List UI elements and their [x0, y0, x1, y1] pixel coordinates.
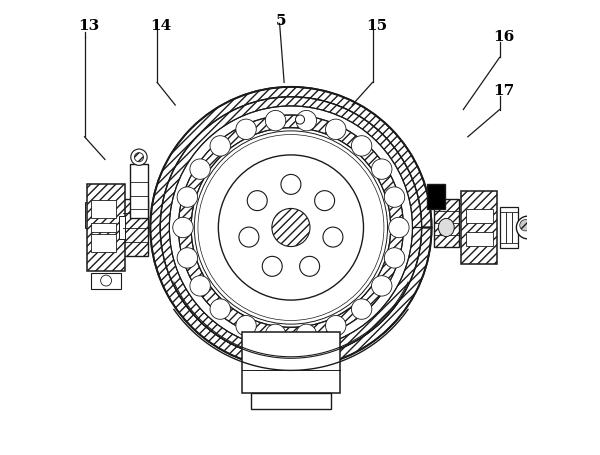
- Text: 13: 13: [78, 19, 99, 33]
- Circle shape: [371, 159, 392, 179]
- Circle shape: [296, 324, 316, 344]
- Circle shape: [173, 217, 193, 238]
- Circle shape: [385, 187, 405, 207]
- Bar: [119, 216, 125, 239]
- Circle shape: [272, 208, 310, 247]
- Bar: [434, 199, 459, 247]
- Bar: [512, 212, 518, 243]
- Text: 15: 15: [366, 19, 387, 33]
- Circle shape: [265, 324, 286, 344]
- Circle shape: [177, 248, 197, 268]
- Polygon shape: [160, 97, 422, 358]
- Bar: [506, 212, 512, 243]
- Circle shape: [517, 216, 539, 239]
- Bar: [130, 164, 148, 218]
- Ellipse shape: [439, 218, 454, 237]
- Polygon shape: [151, 87, 431, 368]
- Circle shape: [352, 299, 372, 319]
- Bar: [91, 234, 116, 253]
- Bar: [461, 191, 497, 264]
- Bar: [91, 200, 116, 218]
- Bar: [123, 199, 148, 256]
- Circle shape: [236, 315, 256, 336]
- Circle shape: [190, 276, 211, 296]
- Circle shape: [326, 119, 346, 140]
- Text: 5: 5: [276, 14, 286, 28]
- Circle shape: [265, 111, 286, 131]
- Circle shape: [281, 174, 301, 194]
- Circle shape: [295, 115, 305, 124]
- Polygon shape: [191, 128, 391, 327]
- Circle shape: [151, 87, 431, 368]
- Bar: [251, 393, 331, 409]
- Circle shape: [314, 191, 335, 211]
- Bar: [85, 202, 128, 228]
- Circle shape: [262, 256, 282, 276]
- Text: 16: 16: [493, 30, 514, 44]
- Text: 17: 17: [493, 85, 514, 98]
- Circle shape: [134, 153, 143, 162]
- Circle shape: [236, 119, 256, 140]
- Circle shape: [352, 136, 372, 156]
- Bar: [242, 332, 340, 393]
- Circle shape: [210, 299, 230, 319]
- Circle shape: [247, 191, 267, 211]
- Bar: [427, 184, 445, 209]
- Circle shape: [323, 227, 343, 247]
- Circle shape: [326, 315, 346, 336]
- Bar: [500, 207, 518, 248]
- Circle shape: [299, 256, 320, 276]
- Circle shape: [101, 275, 112, 286]
- Circle shape: [385, 248, 405, 268]
- Polygon shape: [178, 115, 403, 340]
- Bar: [466, 209, 493, 223]
- Circle shape: [210, 136, 230, 156]
- Bar: [91, 273, 121, 289]
- Circle shape: [296, 111, 316, 131]
- Text: 14: 14: [151, 19, 172, 33]
- Circle shape: [389, 217, 409, 238]
- Bar: [91, 223, 116, 232]
- Bar: [500, 212, 506, 243]
- Circle shape: [218, 155, 364, 300]
- Circle shape: [371, 276, 392, 296]
- Circle shape: [190, 159, 211, 179]
- Circle shape: [131, 149, 147, 165]
- Bar: [87, 184, 125, 271]
- Circle shape: [239, 227, 259, 247]
- Circle shape: [177, 187, 197, 207]
- Circle shape: [520, 220, 531, 231]
- Bar: [466, 232, 493, 246]
